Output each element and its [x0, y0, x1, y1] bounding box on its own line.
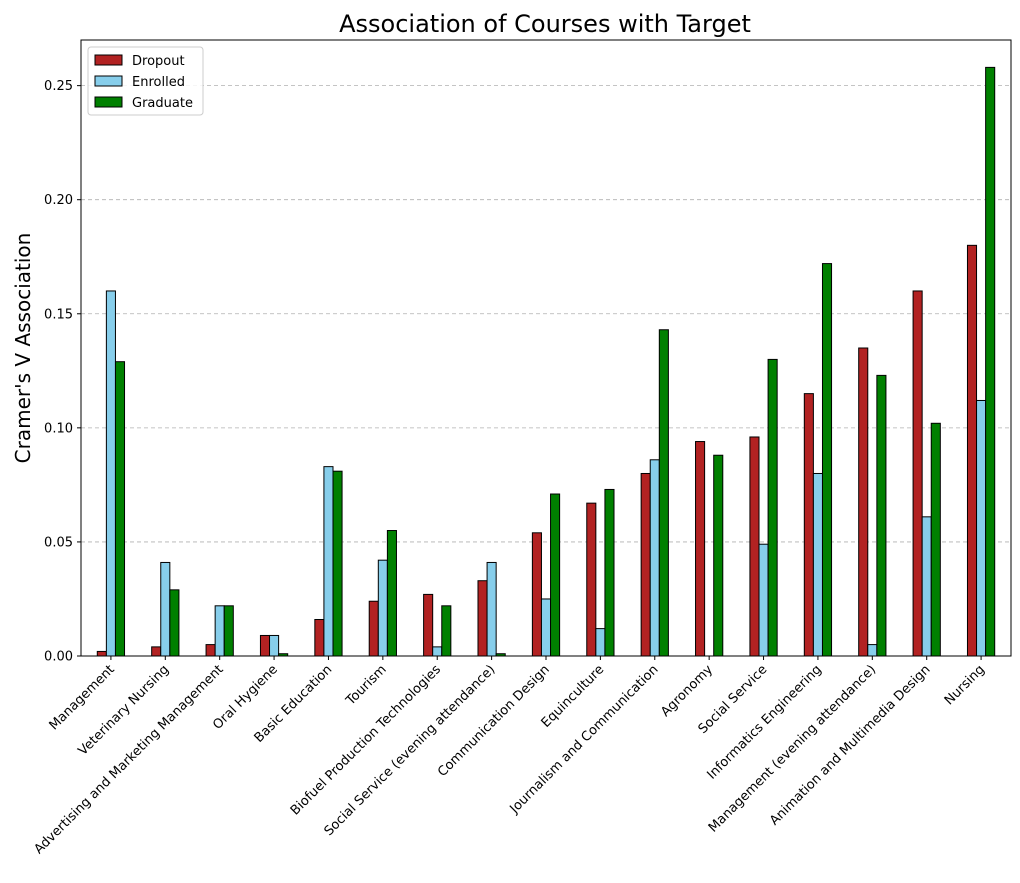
- bar-dropout: [531, 532, 542, 657]
- bar-enrolled: [377, 559, 388, 657]
- bar-enrolled: [867, 644, 878, 657]
- bar-enrolled: [323, 466, 334, 657]
- legend-swatch-graduate: [94, 96, 123, 108]
- y-tick-label: 0.05: [44, 535, 73, 550]
- bar-dropout: [803, 393, 814, 657]
- bar-enrolled: [214, 605, 225, 657]
- bar-enrolled: [269, 634, 280, 657]
- x-tick-label: Agronomy: [658, 662, 716, 720]
- bar-graduate: [767, 358, 778, 657]
- x-tick-label: Advertising and Marketing Management: [31, 662, 226, 857]
- legend-label-graduate: Graduate: [132, 96, 193, 111]
- bar-dropout: [205, 644, 216, 657]
- bar-enrolled: [649, 459, 660, 657]
- plot-area-frame: [80, 39, 1012, 657]
- bar-enrolled: [540, 598, 552, 657]
- bar-graduate: [441, 605, 452, 657]
- x-tick-label: Communication Design: [435, 662, 553, 780]
- legend-swatch-enrolled: [94, 75, 123, 87]
- chart-title: Association of Courses with Target: [339, 10, 751, 38]
- bar-dropout: [858, 347, 869, 657]
- bar-graduate: [386, 530, 397, 657]
- bar-graduate: [713, 454, 724, 657]
- y-axis-label: Cramer's V Association: [11, 233, 35, 464]
- bar-graduate: [985, 66, 996, 657]
- bar-enrolled: [921, 516, 932, 657]
- x-tick-label: Veterinary Nursing: [76, 662, 173, 759]
- bar-dropout: [912, 290, 923, 657]
- bar-graduate: [821, 263, 833, 657]
- bar-graduate: [876, 374, 887, 657]
- bar-graduate: [332, 470, 343, 657]
- bar-enrolled: [976, 399, 987, 657]
- y-tick-label: 0.00: [44, 650, 73, 665]
- y-tick-label: 0.15: [44, 307, 73, 322]
- bar-enrolled: [160, 561, 171, 657]
- y-tick-label: 0.25: [44, 79, 73, 94]
- bar-graduate: [550, 493, 561, 657]
- legend-swatch-dropout: [94, 54, 123, 66]
- y-tick-label: 0.20: [44, 193, 73, 208]
- bar-graduate: [169, 589, 180, 657]
- bar-graduate: [930, 422, 941, 657]
- bar-dropout: [966, 244, 978, 657]
- bar-dropout: [423, 593, 434, 657]
- bar-dropout: [314, 618, 325, 657]
- bar-dropout: [477, 580, 488, 657]
- bar-dropout: [749, 436, 760, 657]
- x-tick-label: Nursing: [942, 662, 988, 708]
- bar-graduate: [604, 488, 615, 657]
- bar-graduate: [114, 361, 126, 657]
- bar-dropout: [368, 600, 379, 657]
- bar-graduate: [223, 605, 234, 657]
- legend-label-dropout: Dropout: [132, 54, 185, 69]
- bar-dropout: [695, 441, 706, 657]
- bar-enrolled: [812, 472, 823, 657]
- bar-enrolled: [486, 561, 497, 657]
- legend-label-enrolled: Enrolled: [132, 75, 185, 90]
- bar-enrolled: [432, 646, 443, 657]
- x-tick-label: Informatics Engineering: [704, 662, 824, 782]
- bar-enrolled: [105, 290, 116, 657]
- y-tick-label: 0.10: [44, 421, 73, 436]
- bar-dropout: [151, 646, 162, 657]
- bar-dropout: [586, 502, 597, 657]
- bar-enrolled: [758, 543, 769, 657]
- bar-enrolled: [595, 628, 606, 657]
- bar-dropout: [259, 634, 271, 657]
- x-tick-label: Tourism: [343, 662, 390, 709]
- bar-graduate: [658, 329, 669, 657]
- bar-dropout: [640, 472, 651, 657]
- bar-dropout: [96, 650, 107, 657]
